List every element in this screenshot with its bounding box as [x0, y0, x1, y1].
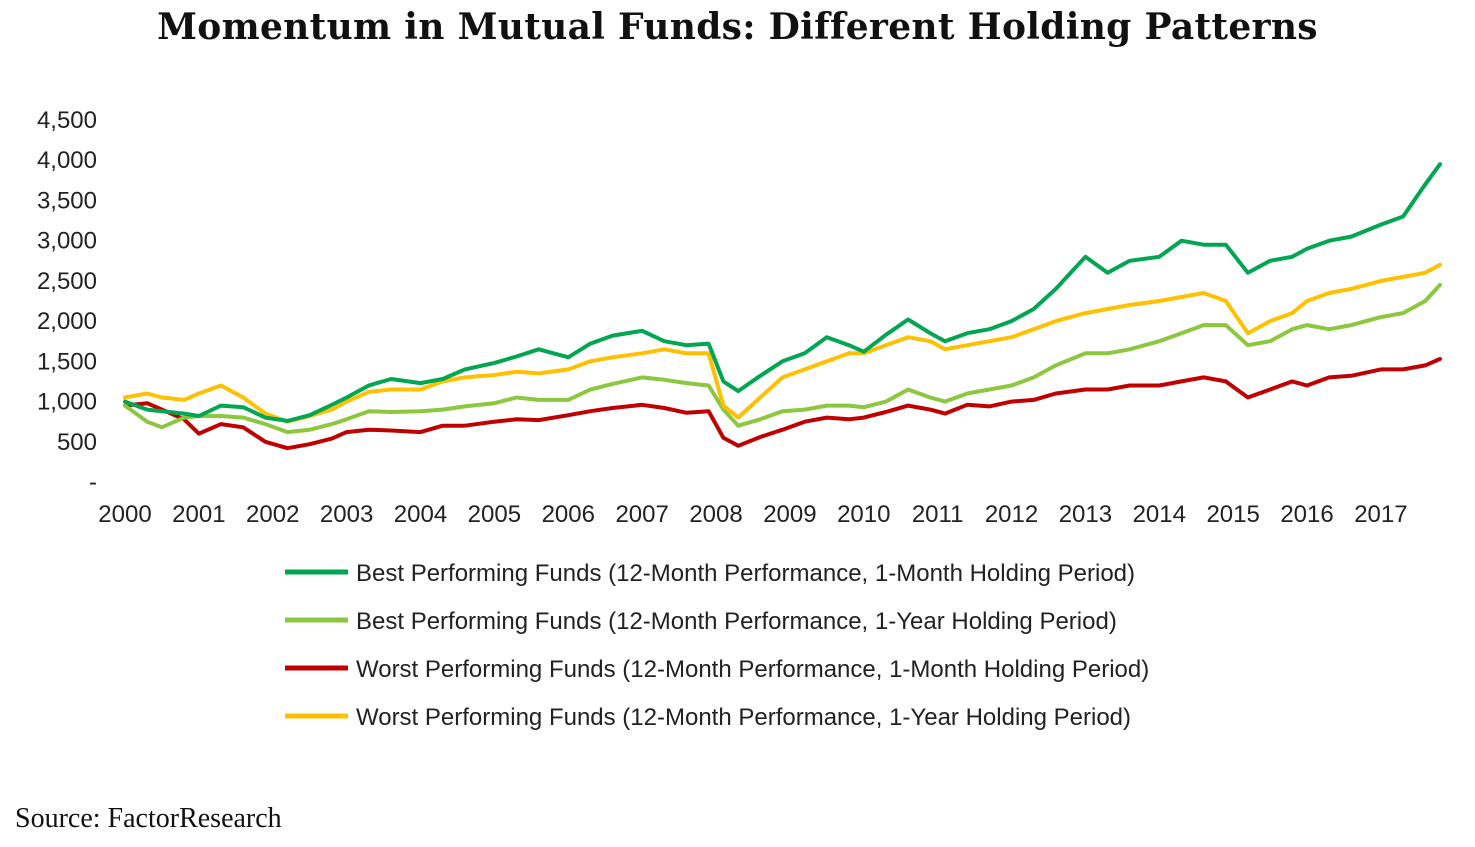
x-tick-label: 2001	[172, 501, 225, 528]
y-tick-label: 1,500	[37, 348, 97, 375]
y-tick-label: 1,000	[37, 389, 97, 416]
y-tick-label: 2,000	[37, 308, 97, 335]
series-lines	[123, 162, 1442, 451]
x-tick-label: 2015	[1206, 501, 1259, 528]
series-line-4	[123, 262, 1442, 424]
y-tick-label: 3,000	[37, 228, 97, 255]
x-tick-label: 2003	[320, 501, 373, 528]
x-tick-label: 2006	[542, 501, 595, 528]
legend: Best Performing Funds (12-Month Performa…	[285, 560, 1149, 731]
x-tick-label: 2012	[985, 501, 1038, 528]
x-tick-label: 2004	[394, 501, 447, 528]
chart-canvas: - 500 1,000 1,500 2,000 2,500 3,000 3,500 4,000 4…	[37, 107, 1442, 731]
y-tick-label: 500	[57, 429, 97, 456]
x-tick-label: 2009	[763, 501, 816, 528]
x-axis: 2000 2001 2002 2003 2004 2005 2006 2007 2008 2009…	[98, 501, 1407, 528]
source-note: Source: FactorResearch	[15, 803, 282, 834]
y-axis: - 500 1,000 1,500 2,000 2,500 3,000 3,500 4,000 4…	[37, 107, 97, 496]
series-line-1	[123, 162, 1442, 423]
x-tick-label: 2000	[98, 501, 151, 528]
x-tick-label: 2008	[689, 501, 742, 528]
y-tick-label: 2,500	[37, 268, 97, 295]
series-line-3	[123, 356, 1442, 451]
chart-title: Momentum in Mutual Funds: Different Hold…	[157, 6, 1318, 48]
x-tick-label: 2017	[1354, 501, 1407, 528]
x-tick-label: 2002	[246, 501, 299, 528]
x-tick-label: 2016	[1280, 501, 1333, 528]
legend-entry: Worst Performing Funds (12-Month Perform…	[356, 656, 1149, 683]
y-tick-label: 3,500	[37, 187, 97, 214]
x-tick-label: 2011	[912, 501, 964, 528]
legend-entry: Best Performing Funds (12-Month Performa…	[356, 560, 1135, 587]
series-line-2	[123, 282, 1442, 435]
x-tick-label: 2007	[615, 501, 668, 528]
x-tick-label: 2013	[1059, 501, 1112, 528]
y-tick-label: 4,000	[37, 147, 97, 174]
legend-entry: Worst Performing Funds (12-Month Perform…	[356, 704, 1131, 731]
x-tick-label: 2010	[837, 501, 890, 528]
legend-entry: Best Performing Funds (12-Month Performa…	[356, 608, 1117, 635]
y-tick-label: -	[89, 469, 97, 496]
y-tick-label: 4,500	[37, 107, 97, 134]
x-tick-label: 2014	[1133, 501, 1186, 528]
x-tick-label: 2005	[468, 501, 521, 528]
